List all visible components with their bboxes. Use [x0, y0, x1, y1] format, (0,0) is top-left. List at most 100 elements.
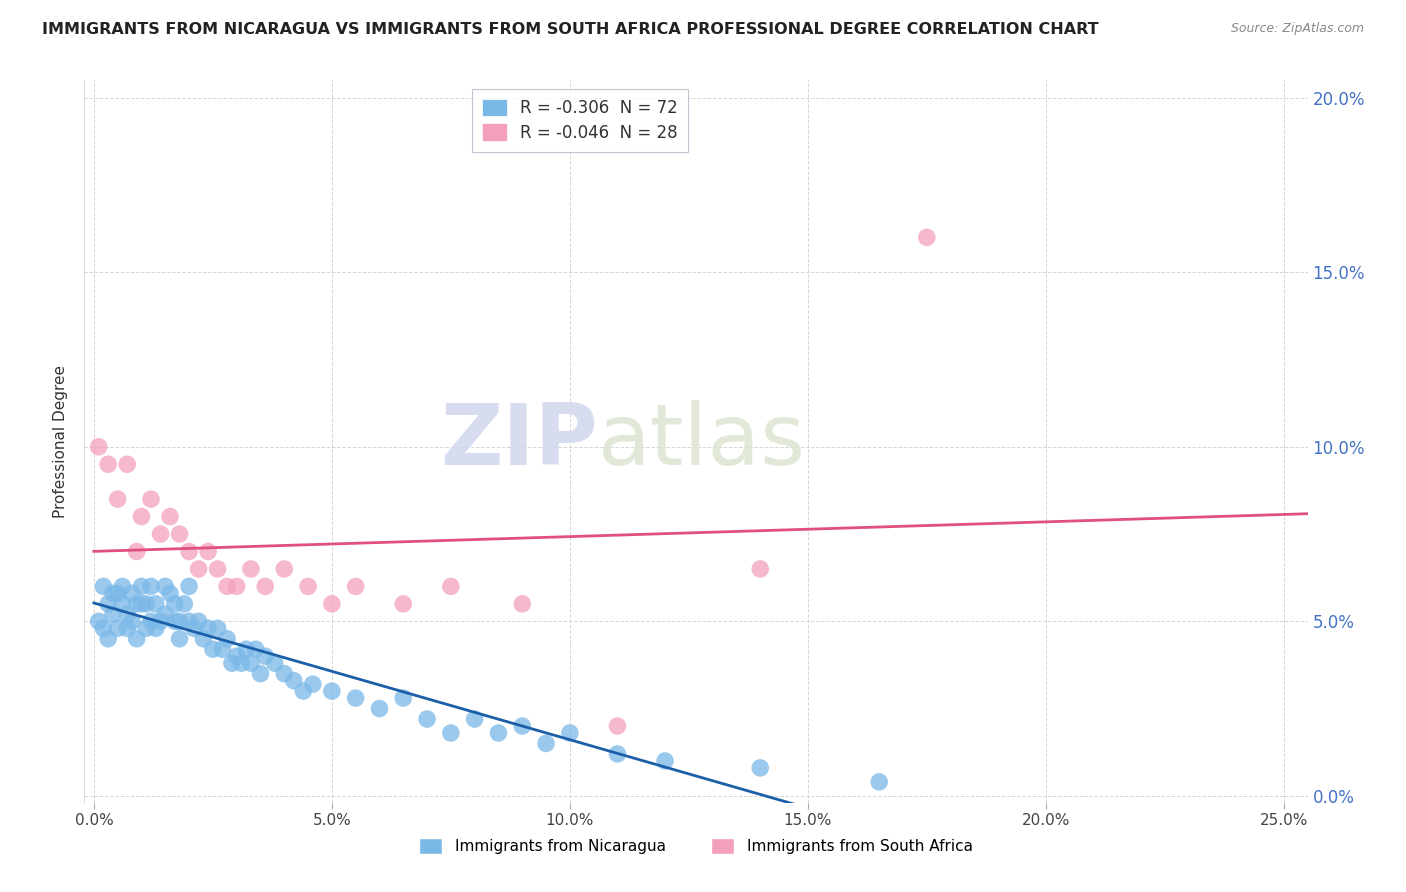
- Point: [163, 615, 186, 629]
- Point: [177, 579, 200, 593]
- Point: [225, 579, 247, 593]
- Point: [273, 666, 295, 681]
- Point: [193, 632, 215, 646]
- Point: [239, 562, 262, 576]
- Point: [235, 642, 257, 657]
- Point: [606, 747, 628, 761]
- Point: [101, 586, 124, 600]
- Point: [139, 492, 162, 507]
- Point: [254, 649, 277, 664]
- Text: IMMIGRANTS FROM NICARAGUA VS IMMIGRANTS FROM SOUTH AFRICA PROFESSIONAL DEGREE CO: IMMIGRANTS FROM NICARAGUA VS IMMIGRANTS …: [42, 22, 1099, 37]
- Point: [145, 597, 167, 611]
- Point: [915, 230, 938, 244]
- Point: [749, 562, 772, 576]
- Point: [135, 621, 157, 635]
- Point: [163, 597, 186, 611]
- Point: [263, 656, 285, 670]
- Point: [534, 736, 557, 750]
- Point: [145, 621, 167, 635]
- Point: [149, 615, 172, 629]
- Point: [416, 712, 439, 726]
- Point: [121, 586, 143, 600]
- Point: [749, 761, 772, 775]
- Text: atlas: atlas: [598, 400, 806, 483]
- Point: [368, 701, 391, 715]
- Point: [297, 579, 319, 593]
- Point: [97, 457, 120, 471]
- Point: [197, 621, 219, 635]
- Point: [155, 579, 177, 593]
- Point: [159, 586, 181, 600]
- Point: [111, 597, 134, 611]
- Point: [606, 719, 628, 733]
- Point: [177, 615, 200, 629]
- Point: [464, 712, 486, 726]
- Point: [273, 562, 295, 576]
- Point: [654, 754, 676, 768]
- Point: [392, 597, 415, 611]
- Point: [225, 649, 247, 664]
- Point: [149, 527, 172, 541]
- Point: [139, 579, 162, 593]
- Point: [197, 544, 219, 558]
- Point: [107, 586, 129, 600]
- Text: Source: ZipAtlas.com: Source: ZipAtlas.com: [1230, 22, 1364, 36]
- Point: [169, 615, 191, 629]
- Point: [558, 726, 581, 740]
- Point: [321, 597, 343, 611]
- Point: [510, 719, 533, 733]
- Point: [217, 632, 239, 646]
- Point: [440, 726, 463, 740]
- Point: [201, 642, 224, 657]
- Point: [115, 621, 138, 635]
- Point: [510, 597, 533, 611]
- Point: [125, 544, 148, 558]
- Text: ZIP: ZIP: [440, 400, 598, 483]
- Point: [392, 691, 415, 706]
- Point: [87, 615, 110, 629]
- Point: [93, 621, 115, 635]
- Point: [488, 726, 510, 740]
- Point: [249, 666, 271, 681]
- Legend: Immigrants from Nicaragua, Immigrants from South Africa: Immigrants from Nicaragua, Immigrants fr…: [413, 832, 979, 860]
- Point: [97, 597, 120, 611]
- Point: [169, 527, 191, 541]
- Point: [115, 457, 138, 471]
- Point: [187, 562, 209, 576]
- Point: [868, 775, 890, 789]
- Point: [207, 562, 229, 576]
- Point: [125, 632, 148, 646]
- Y-axis label: Professional Degree: Professional Degree: [53, 365, 69, 518]
- Point: [107, 492, 129, 507]
- Point: [125, 597, 148, 611]
- Point: [207, 621, 229, 635]
- Point: [245, 642, 267, 657]
- Point: [139, 615, 162, 629]
- Point: [87, 440, 110, 454]
- Point: [169, 632, 191, 646]
- Point: [159, 509, 181, 524]
- Point: [231, 656, 253, 670]
- Point: [131, 579, 153, 593]
- Point: [283, 673, 305, 688]
- Point: [115, 607, 138, 622]
- Point: [135, 597, 157, 611]
- Point: [440, 579, 463, 593]
- Point: [107, 621, 129, 635]
- Point: [239, 656, 262, 670]
- Point: [93, 579, 115, 593]
- Point: [221, 656, 243, 670]
- Point: [217, 579, 239, 593]
- Point: [121, 615, 143, 629]
- Point: [301, 677, 323, 691]
- Point: [344, 579, 367, 593]
- Point: [254, 579, 277, 593]
- Point: [177, 544, 200, 558]
- Point: [131, 509, 153, 524]
- Point: [111, 579, 134, 593]
- Point: [131, 597, 153, 611]
- Point: [211, 642, 233, 657]
- Point: [155, 607, 177, 622]
- Point: [183, 621, 205, 635]
- Point: [97, 632, 120, 646]
